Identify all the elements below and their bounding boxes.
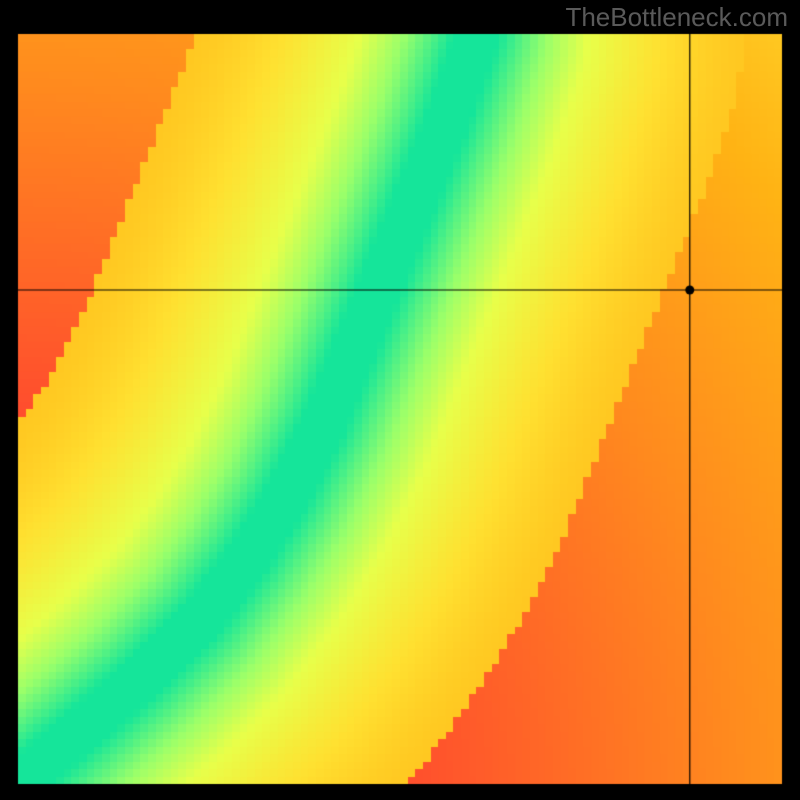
chart-container: TheBottleneck.com <box>0 0 800 800</box>
source-watermark: TheBottleneck.com <box>565 2 788 33</box>
bottleneck-heatmap <box>0 0 800 800</box>
